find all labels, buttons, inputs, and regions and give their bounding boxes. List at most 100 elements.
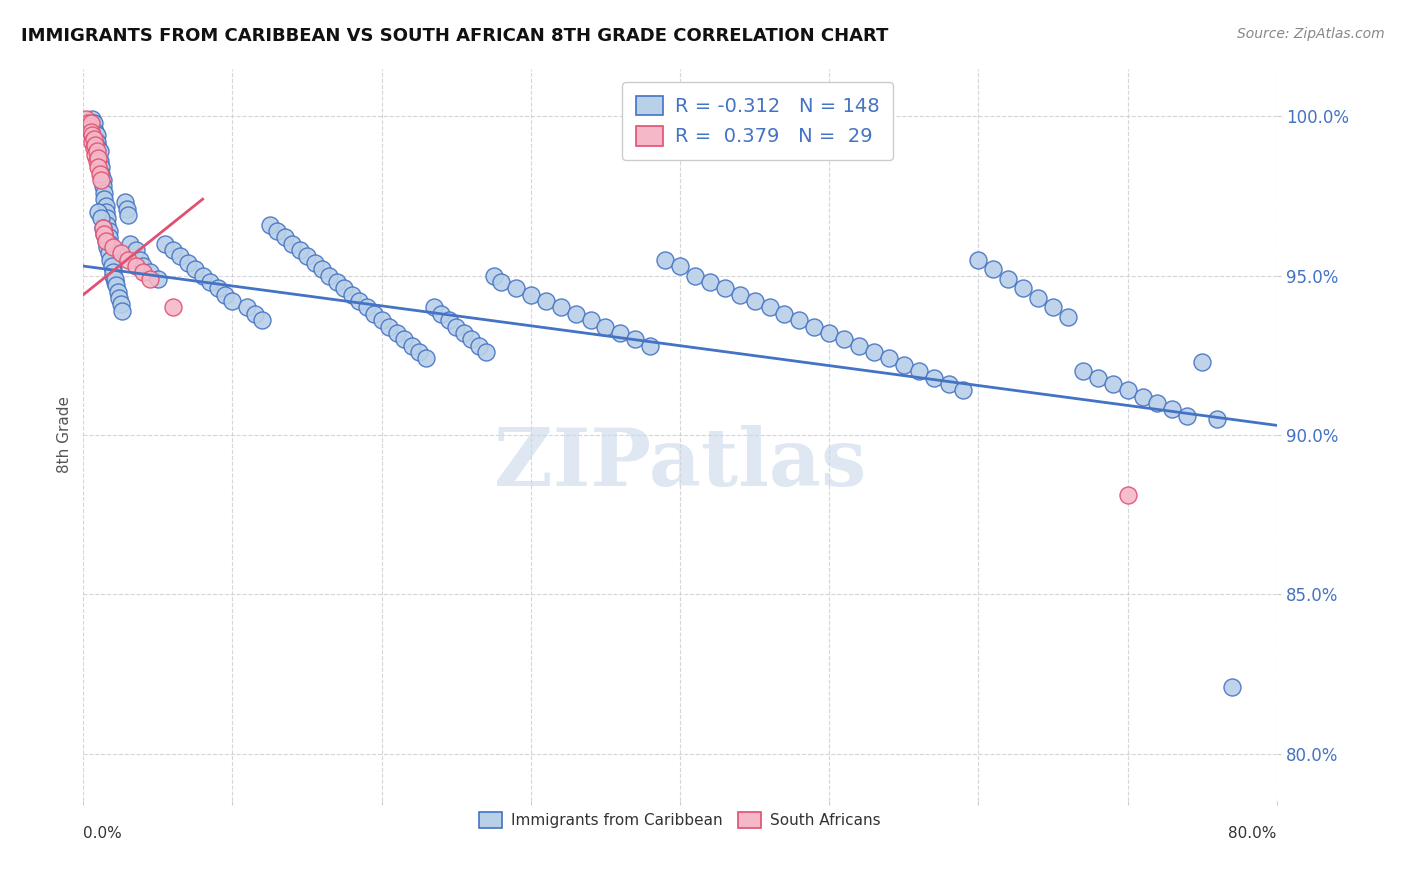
- Point: [82, 135, 104, 149]
- Point: [100, 256, 122, 270]
- Point: [1116, 488, 1139, 502]
- Point: [129, 252, 152, 267]
- Point: [124, 243, 146, 257]
- Point: [534, 294, 557, 309]
- Point: [110, 297, 132, 311]
- Point: [162, 243, 184, 257]
- Point: [1175, 409, 1198, 423]
- Point: [77, 122, 100, 136]
- Point: [997, 272, 1019, 286]
- Point: [295, 250, 318, 264]
- Point: [356, 301, 378, 315]
- Point: [349, 294, 371, 309]
- Point: [467, 339, 489, 353]
- Point: [82, 128, 104, 143]
- Point: [86, 128, 108, 143]
- Point: [252, 313, 274, 327]
- Point: [87, 147, 110, 161]
- Point: [132, 265, 155, 279]
- Point: [177, 256, 200, 270]
- Point: [221, 294, 243, 309]
- Point: [191, 268, 214, 283]
- Point: [155, 236, 177, 251]
- Point: [952, 384, 974, 398]
- Point: [378, 319, 401, 334]
- Point: [803, 319, 825, 334]
- Point: [87, 161, 110, 175]
- Point: [124, 259, 146, 273]
- Point: [214, 287, 236, 301]
- Point: [638, 339, 661, 353]
- Point: [139, 265, 162, 279]
- Point: [169, 250, 191, 264]
- Point: [728, 287, 751, 301]
- Point: [98, 243, 121, 257]
- Point: [93, 192, 115, 206]
- Point: [773, 307, 796, 321]
- Point: [520, 287, 543, 301]
- Point: [1146, 396, 1168, 410]
- Point: [1057, 310, 1080, 324]
- Point: [83, 116, 105, 130]
- Point: [938, 376, 960, 391]
- Point: [110, 246, 132, 260]
- Point: [1026, 291, 1049, 305]
- Point: [132, 259, 155, 273]
- Point: [101, 268, 124, 283]
- Text: ZIPatlas: ZIPatlas: [494, 425, 866, 503]
- Point: [489, 275, 512, 289]
- Point: [550, 301, 572, 315]
- Point: [1161, 402, 1184, 417]
- Point: [77, 119, 100, 133]
- Point: [236, 301, 259, 315]
- Point: [115, 202, 138, 216]
- Point: [101, 240, 124, 254]
- Text: IMMIGRANTS FROM CARIBBEAN VS SOUTH AFRICAN 8TH GRADE CORRELATION CHART: IMMIGRANTS FROM CARIBBEAN VS SOUTH AFRIC…: [21, 27, 889, 45]
- Point: [595, 319, 617, 334]
- Point: [80, 116, 103, 130]
- Point: [111, 303, 134, 318]
- Point: [363, 307, 385, 321]
- Point: [90, 161, 112, 175]
- Point: [96, 211, 118, 226]
- Point: [83, 122, 105, 136]
- Point: [89, 153, 111, 168]
- Point: [415, 351, 437, 366]
- Point: [266, 224, 288, 238]
- Point: [1206, 412, 1229, 426]
- Point: [460, 332, 482, 346]
- Point: [97, 246, 120, 260]
- Point: [609, 326, 631, 340]
- Point: [97, 230, 120, 244]
- Point: [1042, 301, 1064, 315]
- Point: [91, 220, 114, 235]
- Point: [107, 285, 129, 299]
- Point: [408, 345, 430, 359]
- Point: [967, 252, 990, 267]
- Point: [423, 301, 446, 315]
- Point: [1191, 354, 1213, 368]
- Point: [86, 153, 108, 168]
- Point: [333, 281, 356, 295]
- Point: [82, 112, 104, 127]
- Point: [89, 167, 111, 181]
- Point: [654, 252, 676, 267]
- Point: [475, 345, 498, 359]
- Point: [105, 278, 128, 293]
- Point: [446, 319, 468, 334]
- Point: [100, 259, 122, 273]
- Point: [281, 236, 304, 251]
- Point: [104, 275, 127, 289]
- Point: [326, 275, 349, 289]
- Point: [80, 116, 103, 130]
- Point: [93, 227, 115, 242]
- Point: [318, 268, 340, 283]
- Point: [1116, 384, 1139, 398]
- Point: [437, 313, 460, 327]
- Point: [94, 198, 117, 212]
- Point: [91, 179, 114, 194]
- Point: [80, 125, 103, 139]
- Point: [97, 224, 120, 238]
- Point: [1220, 680, 1243, 694]
- Point: [84, 147, 107, 161]
